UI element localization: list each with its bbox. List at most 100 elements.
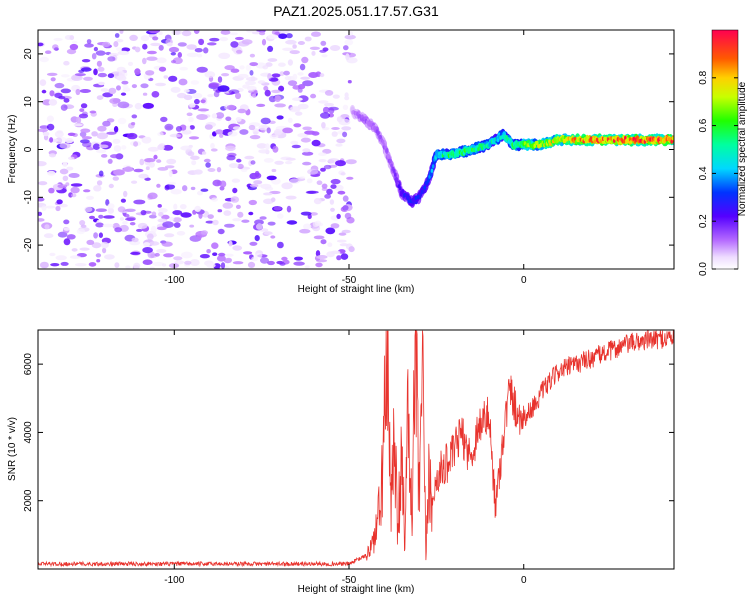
spectrogram-noise-blob [181,30,192,37]
spectrogram-noise-blob [252,93,257,98]
spectrogram-track-cell [401,189,405,194]
spectrogram-noise-blob [150,42,161,47]
spectrogram-noise-blob [346,57,358,64]
colorbar-ticks: 0.0 0.2 0.4 0.6 0.8 [698,70,738,276]
spectrogram-noise-blob [256,143,268,149]
snr-series-line [38,330,674,568]
spectrogram-noise-blob [162,144,174,151]
spectrogram-noise-blob [136,228,143,232]
spectrogram-noise-blob [133,262,141,269]
spectrogram-noise-blob [224,65,235,71]
spectrogram-noise-blob [309,46,320,50]
spectrogram-track-cell [533,143,536,148]
spectrogram-noise-blob [84,43,94,48]
spectrogram-noise-blob [39,261,49,269]
spectrogram-noise-blob [156,226,167,231]
spectrogram-noise-blob [205,162,211,168]
spectrogram-noise-blob [263,85,269,91]
spectrogram-track-cell [477,147,480,152]
spectrogram-x-label: Height of straight line (km) [298,284,415,295]
spectrogram-noise-blob [217,228,225,235]
spectrogram-noise-blob [245,80,256,86]
snr-panel: -100 -50 0 2000 4000 6000 Height of straight… [7,329,675,595]
colorbar-gradient [711,29,739,270]
spectrogram-noise-blob [63,227,70,231]
snr-y-label: SNR (10 * v/v) [7,417,18,481]
spectrogram-noise-blob [284,76,292,81]
spectrogram-noise-blob [48,99,58,106]
spectrogram-noise-blob [324,102,334,107]
spectrogram-noise-blob [336,213,341,219]
spectrogram-noise-blob [311,131,320,136]
spectrogram-track-cell [535,140,539,145]
spectrogram-noise-blob [230,196,240,203]
spectrogram-x-tick-label: 0 [521,275,527,286]
spectrogram-noise-blob [52,44,59,50]
spectrogram-noise-blob [117,117,127,125]
spectrogram-noise-blob [96,259,101,263]
spectrogram-noise-blob [289,50,300,55]
spectrogram-noise-blob [311,50,316,56]
spectrogram-noise-blob [304,36,312,42]
spectrogram-noise-blob [278,62,286,67]
spectrogram-noise-blob [181,251,193,259]
spectrogram-noise-blob [300,211,312,216]
spectrogram-noise-blob [55,255,67,261]
spectrogram-noise-blob [83,76,93,81]
spectrogram-noise-blob [206,263,216,268]
spectrogram-noise-blob [331,131,338,137]
spectrogram-noise-blob [245,64,252,71]
spectrogram-noise-blob [249,135,261,140]
spectrogram-noise-blob [342,104,349,111]
spectrogram-noise-blob [123,190,128,198]
spectrogram-noise-blob [281,182,293,190]
spectrogram-noise-blob [116,39,124,43]
spectrogram-noise-blob [154,252,160,257]
spectrogram-noise-blob [102,120,111,127]
spectrogram-noise-blob [278,33,288,39]
spectrogram-noise-blob [139,158,145,166]
spectrogram-noise-blob [323,164,332,170]
spectrogram-noise-blob [127,61,134,66]
spectrogram-noise-blob [186,44,197,50]
spectrogram-noise-blob [217,209,223,213]
colorbar-tick-label: 0.2 [698,214,709,228]
spectrogram-noise-blob [177,52,182,58]
spectrogram-noise-blob [151,91,160,98]
spectrogram-noise-blob [103,215,115,219]
spectrogram-noise-blob [248,124,256,131]
spectrogram-noise-blob [246,85,257,91]
spectrogram-noise-blob [219,133,224,138]
spectrogram-noise-blob [91,131,98,137]
spectrogram-noise-blob [161,241,173,247]
spectrogram-noise-blob [102,92,113,98]
spectrogram-noise-blob [88,262,97,267]
spectrogram-noise-blob [347,31,354,36]
spectrogram-noise-blob [287,117,293,124]
spectrogram-noise-blob [170,188,182,195]
spectrogram-noise-blob [106,131,117,135]
spectrogram-noise-blob [274,103,286,108]
spectrogram-noise-blob [346,176,354,180]
spectrogram-noise-blob [207,214,214,220]
spectrogram-noise-blob [237,211,244,218]
spectrogram-noise-blob [107,207,115,214]
spectrogram-noise-blob [63,98,70,103]
spectrogram-noise-blob [196,66,208,73]
spectrogram-noise-blob [120,92,127,96]
spectrogram-x-tick-label: -100 [164,275,184,286]
spectrogram-noise-blob [152,261,165,267]
spectrogram-noise-blob [164,233,175,238]
spectrogram-noise-blob [212,219,219,226]
spectrogram-noise-blob [66,234,76,240]
spectrogram-noise-blob [191,160,197,166]
spectrogram-noise-blob [186,125,191,132]
spectrogram-track-cell [496,138,500,143]
spectrogram-noise-blob [70,186,80,194]
spectrogram-noise-blob [147,192,158,200]
spectrogram-track-cell [573,136,577,141]
spectrogram-noise-blob [190,155,200,160]
spectrogram-track-cell [423,185,427,190]
snr-y-tick-label: 6000 [23,353,34,376]
snr-y-tick-label: 4000 [23,421,34,444]
